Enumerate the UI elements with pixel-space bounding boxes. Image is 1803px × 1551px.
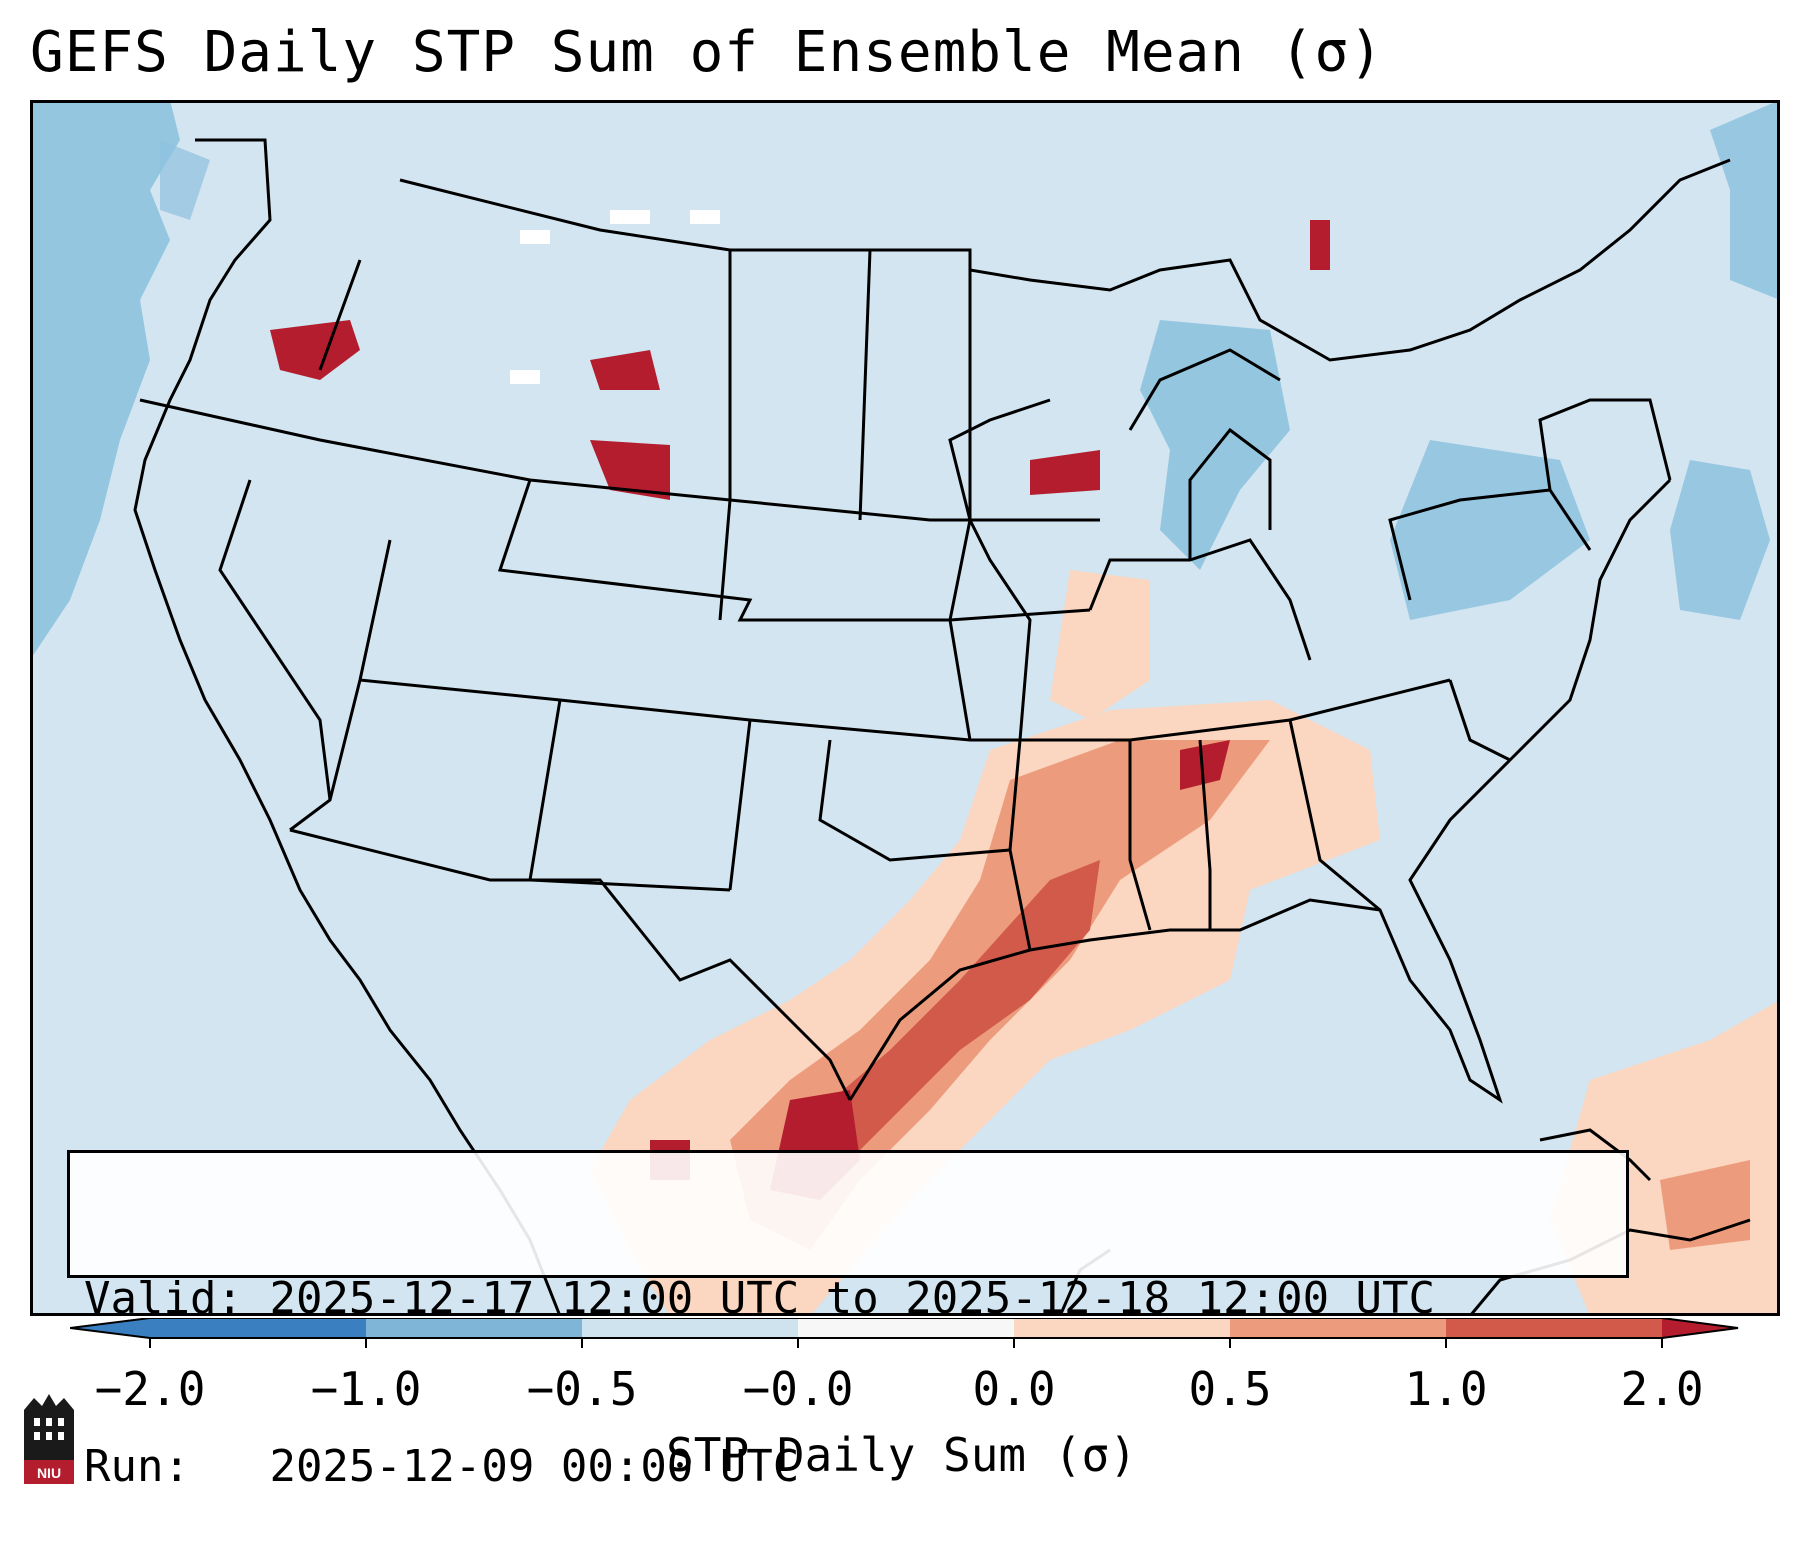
atlantic-north-negative-area bbox=[1710, 100, 1780, 300]
state-line-h bbox=[728, 719, 752, 891]
colorbar-tick-label: 0.0 bbox=[972, 1362, 1056, 1416]
state-line-i bbox=[818, 739, 1032, 951]
colorbar-label: STP Daily Sum (σ) bbox=[666, 1428, 1137, 1482]
positive-anomaly-washington bbox=[270, 320, 360, 380]
colorbar-segment bbox=[1014, 1318, 1230, 1338]
run-value: 2025-12-09 00:00 UTC bbox=[269, 1441, 800, 1492]
colorbar-tick-label: 0.5 bbox=[1188, 1362, 1272, 1416]
atlantic-negative-area bbox=[1670, 460, 1770, 620]
map-panel bbox=[30, 100, 1780, 1316]
state-line-e bbox=[289, 539, 392, 832]
colorbar-segment bbox=[1230, 1318, 1446, 1338]
colorbar-tick-label: −0.5 bbox=[526, 1362, 638, 1416]
colorbar bbox=[70, 1318, 1739, 1348]
neutral-patch bbox=[520, 230, 550, 244]
colorbar-segment bbox=[798, 1318, 1014, 1338]
state-line-n bbox=[1388, 488, 1592, 601]
great-lakes-negative-area bbox=[1140, 320, 1290, 570]
state-line-j bbox=[1128, 740, 1152, 931]
gulf-atlantic-coast bbox=[848, 478, 1672, 1104]
state-line-k bbox=[1198, 739, 1212, 930]
state-line-l bbox=[1288, 719, 1381, 912]
logo-windows bbox=[34, 1418, 64, 1440]
michigan bbox=[1188, 427, 1272, 560]
neutral-patch bbox=[510, 370, 540, 384]
state-line-d bbox=[218, 479, 332, 801]
colorbar-tick-label: −2.0 bbox=[94, 1362, 206, 1416]
canada-border bbox=[399, 158, 1731, 362]
run-label: Run: bbox=[84, 1441, 190, 1492]
colorbar-extend-max bbox=[1662, 1318, 1738, 1338]
positive-anomaly-max-tennessee bbox=[1180, 740, 1230, 790]
map-title: GEFS Daily STP Sum of Ensemble Mean (σ) bbox=[30, 20, 1384, 85]
positive-anomaly-strong bbox=[800, 860, 1100, 1180]
west-coast bbox=[133, 138, 562, 1316]
mississippi-line bbox=[948, 398, 1051, 851]
state-line-b bbox=[318, 259, 362, 371]
valid-label: Valid: bbox=[84, 1273, 243, 1324]
positive-anomaly-ontario bbox=[1310, 220, 1330, 270]
neutral-patch bbox=[690, 210, 720, 224]
colorbar-tick-label: −1.0 bbox=[310, 1362, 422, 1416]
pacific-negative-area bbox=[30, 100, 180, 660]
colorbar-segment bbox=[366, 1318, 582, 1338]
map-border bbox=[30, 100, 1780, 1316]
positive-anomaly-ohio-valley bbox=[1050, 570, 1150, 720]
positive-anomaly-wyoming bbox=[590, 440, 670, 500]
positive-anomaly-montana bbox=[590, 350, 660, 390]
northeast-negative-area bbox=[1390, 440, 1590, 620]
valid-run-info-box: Valid: 2025-12-17 12:00 UTC to 2025-12-1… bbox=[67, 1150, 1629, 1492]
positive-anomaly-wisconsin bbox=[1030, 450, 1100, 495]
colorbar-tick-label: −0.0 bbox=[742, 1362, 854, 1416]
state-line-c bbox=[497, 479, 1091, 622]
colorbar-ticks bbox=[149, 1338, 1663, 1348]
state-line-q bbox=[718, 250, 732, 621]
colorbar-tick-label: 2.0 bbox=[1620, 1362, 1704, 1416]
run-line: Run: 2025-12-09 00:00 UTC bbox=[84, 1439, 1612, 1495]
state-line-m bbox=[1088, 538, 1312, 661]
state-line-s bbox=[1448, 679, 1511, 762]
colorbar-segment bbox=[150, 1318, 366, 1338]
great-lakes-shore bbox=[1128, 348, 1281, 431]
logo-tower-icon bbox=[24, 1394, 74, 1460]
pacific-negative-patch bbox=[160, 140, 210, 220]
valid-value: 2025-12-17 12:00 UTC to 2025-12-18 12:00… bbox=[269, 1273, 1436, 1324]
neutral-patch bbox=[610, 210, 650, 224]
state-line-o bbox=[1538, 398, 1672, 491]
mexico-border bbox=[289, 828, 852, 1101]
logo-text: NIU bbox=[37, 1465, 61, 1481]
logo-badge bbox=[24, 1460, 74, 1484]
state-line-a bbox=[139, 398, 1100, 522]
state-line-r bbox=[948, 270, 972, 741]
bahamas bbox=[1539, 1128, 1652, 1182]
map-canvas bbox=[30, 100, 1780, 1316]
colorbar-tick-label: 1.0 bbox=[1404, 1362, 1488, 1416]
colorbar-segment bbox=[582, 1318, 798, 1338]
niu-logo: NIU bbox=[24, 1394, 74, 1484]
colorbar-extend-min bbox=[70, 1318, 150, 1338]
state-line-p bbox=[858, 249, 872, 521]
colorbar-segment bbox=[1446, 1318, 1662, 1338]
valid-line: Valid: 2025-12-17 12:00 UTC to 2025-12-1… bbox=[84, 1271, 1612, 1327]
